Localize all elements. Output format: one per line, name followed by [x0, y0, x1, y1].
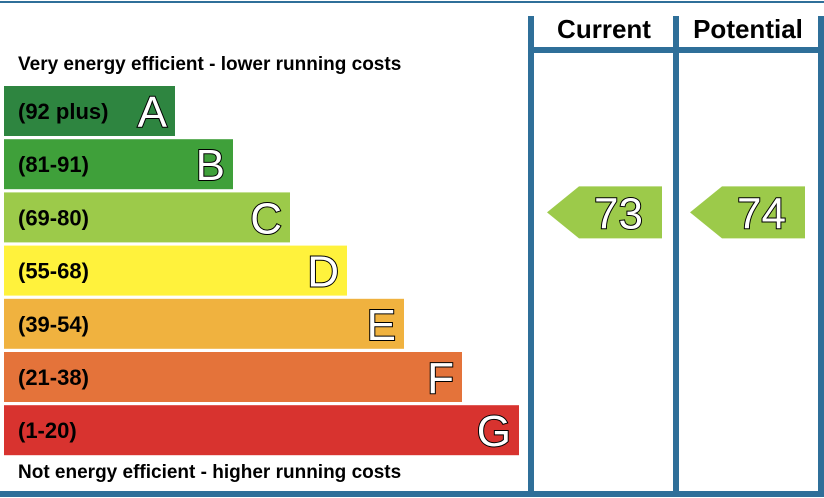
band-range-label: (1-20)	[18, 418, 77, 443]
rating-arrows: 73 74	[547, 186, 805, 239]
band-bar-c	[4, 192, 290, 243]
top-caption: Very energy efficient - lower running co…	[18, 54, 401, 75]
band-letter: B	[196, 141, 225, 190]
band-d: (55-68) D	[4, 245, 347, 298]
band-range-label: (39-54)	[18, 312, 89, 337]
band-bar-g	[4, 405, 519, 456]
band-letter: E	[367, 301, 396, 350]
band-range-label: (69-80)	[18, 205, 89, 230]
band-range-label: (55-68)	[18, 259, 89, 284]
bottom-caption: Not energy efficient - higher running co…	[18, 462, 401, 483]
band-e: (39-54) E	[4, 298, 404, 351]
column-header-current: Current	[557, 14, 651, 44]
band-letter: F	[427, 354, 454, 403]
rating-value-potential: 74	[737, 189, 786, 238]
band-bar-b	[4, 139, 233, 190]
band-letter: A	[138, 88, 168, 137]
band-bar-d	[4, 245, 347, 296]
band-letter: G	[477, 407, 511, 456]
rating-arrow-potential: 74	[690, 186, 805, 239]
band-letter: D	[307, 248, 339, 297]
band-a: (92 plus) A	[4, 86, 175, 138]
rating-value-current: 73	[594, 189, 643, 238]
band-bar-e	[4, 298, 404, 349]
band-f: (21-38) F	[4, 352, 462, 404]
band-bar-a	[4, 86, 175, 136]
rating-arrow-shape	[547, 186, 662, 239]
band-range-label: (92 plus)	[18, 99, 108, 124]
rating-bands: (92 plus) A(81-91) B(69-80) C(55-68) D(39-54…	[4, 86, 519, 457]
band-bar-f	[4, 352, 462, 402]
rating-arrow-shape	[690, 186, 805, 239]
band-range-label: (81-91)	[18, 152, 89, 177]
band-letter: C	[250, 194, 282, 243]
column-header-potential: Potential	[693, 14, 803, 44]
band-g: (1-20) G	[4, 405, 519, 457]
band-b: (81-91) B	[4, 139, 233, 191]
rating-arrow-current: 73	[547, 186, 662, 239]
band-range-label: (21-38)	[18, 365, 89, 390]
band-c: (69-80) C	[4, 192, 290, 244]
